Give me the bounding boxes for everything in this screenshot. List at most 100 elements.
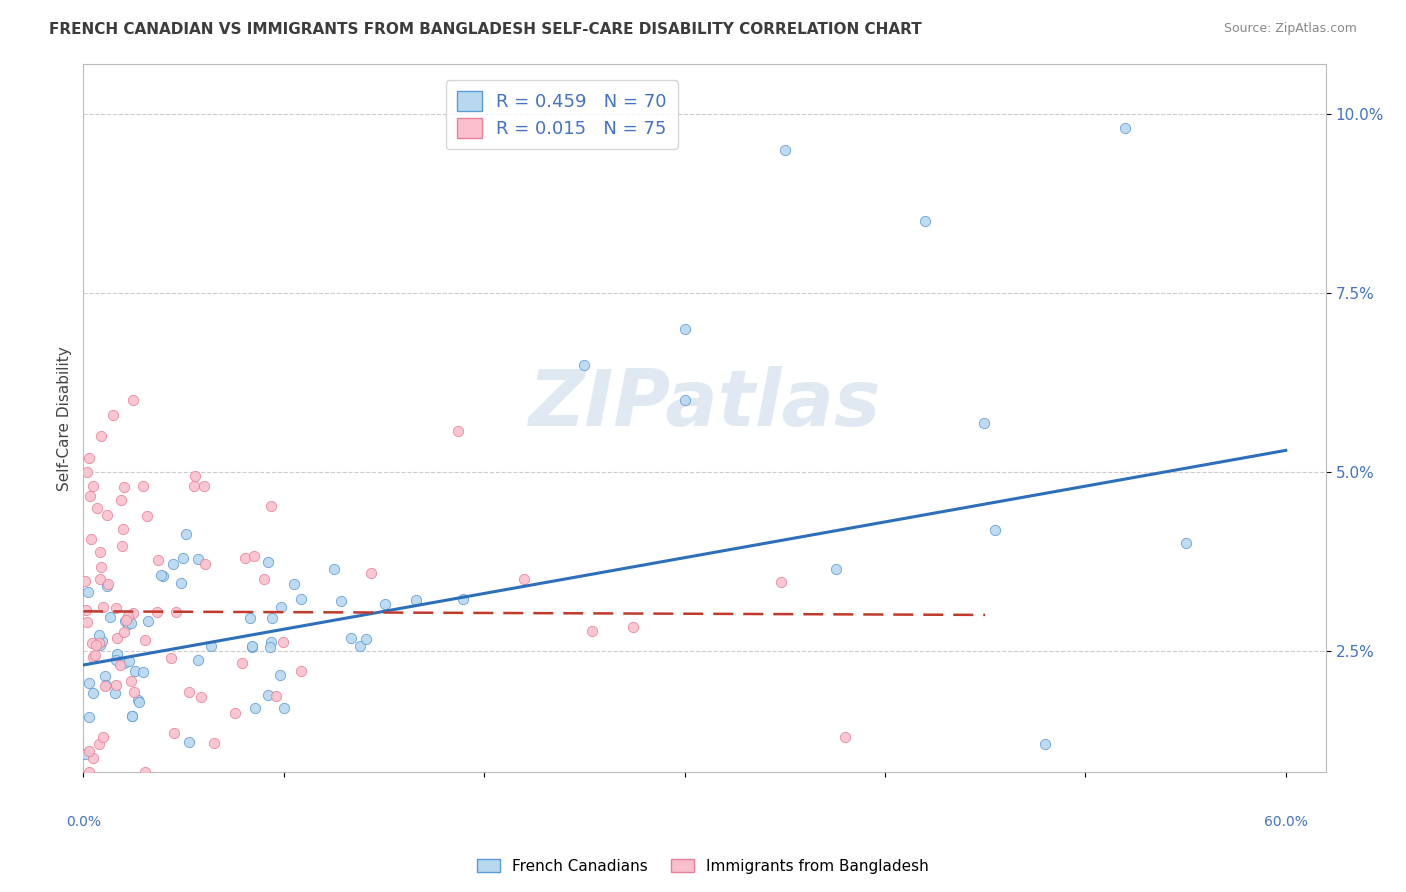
Point <box>1033 737 1056 751</box>
Point <box>165 605 187 619</box>
Point <box>79 450 101 465</box>
Point <box>104 600 127 615</box>
Point <box>824 561 846 575</box>
Point <box>104 653 127 667</box>
Point <box>183 479 205 493</box>
Point <box>269 667 291 681</box>
Point <box>79 744 101 758</box>
Point <box>127 693 149 707</box>
Point <box>112 522 135 536</box>
Point <box>323 562 346 576</box>
Point <box>86 500 108 515</box>
Point <box>374 597 396 611</box>
Point <box>673 322 696 336</box>
Point <box>121 708 143 723</box>
Point <box>581 624 603 638</box>
Point <box>283 577 305 591</box>
Point <box>200 639 222 653</box>
Point <box>231 657 253 671</box>
Point <box>973 416 995 430</box>
Point <box>117 609 139 624</box>
Point <box>79 489 101 503</box>
Point <box>122 685 145 699</box>
Point <box>104 678 127 692</box>
Point <box>621 619 644 633</box>
Point <box>90 560 112 574</box>
Point <box>179 735 201 749</box>
Point <box>914 214 936 228</box>
Point <box>134 632 156 647</box>
Point <box>673 393 696 408</box>
Point <box>162 558 184 572</box>
Point <box>260 611 283 625</box>
Point <box>82 686 104 700</box>
Point <box>240 640 263 654</box>
Point <box>773 143 796 157</box>
Point <box>256 555 278 569</box>
Point <box>340 632 363 646</box>
Point <box>134 765 156 780</box>
Point <box>173 550 195 565</box>
Point <box>177 685 200 699</box>
Point <box>202 736 225 750</box>
Point <box>330 594 353 608</box>
Point <box>360 566 382 580</box>
Point <box>82 479 104 493</box>
Legend: French Canadians, Immigrants from Bangladesh: French Canadians, Immigrants from Bangla… <box>471 853 935 880</box>
Point <box>834 730 856 744</box>
Point <box>84 648 107 662</box>
Point <box>1174 536 1197 550</box>
Point <box>149 568 172 582</box>
Point <box>174 527 197 541</box>
Point <box>121 709 143 723</box>
Legend: R = 0.459   N = 70, R = 0.015   N = 75: R = 0.459 N = 70, R = 0.015 N = 75 <box>446 80 678 149</box>
Point <box>145 606 167 620</box>
Text: ZIPatlas: ZIPatlas <box>529 366 880 442</box>
Point <box>80 533 103 547</box>
Point <box>574 358 596 372</box>
Point <box>273 635 295 649</box>
Point <box>132 479 155 493</box>
Point <box>136 614 159 628</box>
Point <box>184 469 207 483</box>
Point <box>453 591 475 606</box>
Point <box>290 592 312 607</box>
Point <box>260 635 283 649</box>
Point <box>89 737 111 751</box>
Point <box>91 600 114 615</box>
Y-axis label: Self-Care Disability: Self-Care Disability <box>58 346 72 491</box>
Point <box>75 603 97 617</box>
Point <box>259 640 281 655</box>
Point <box>266 689 288 703</box>
Point <box>260 500 283 514</box>
Point <box>121 674 143 689</box>
Point <box>770 574 793 589</box>
Point <box>111 539 134 553</box>
Point <box>105 647 128 661</box>
Point <box>117 616 139 631</box>
Point <box>124 664 146 678</box>
Point <box>405 593 427 607</box>
Point <box>77 675 100 690</box>
Point <box>94 678 117 692</box>
Point <box>89 545 111 559</box>
Point <box>152 569 174 583</box>
Point <box>76 465 98 479</box>
Point <box>104 686 127 700</box>
Point <box>82 650 104 665</box>
Point <box>94 669 117 683</box>
Point <box>257 688 280 702</box>
Point <box>224 706 246 720</box>
Point <box>163 725 186 739</box>
Point <box>108 657 131 672</box>
Point <box>89 572 111 586</box>
Point <box>76 615 98 629</box>
Point <box>105 631 128 645</box>
Point <box>97 577 120 591</box>
Point <box>186 652 208 666</box>
Point <box>243 701 266 715</box>
Point <box>112 624 135 639</box>
Point <box>1114 121 1136 136</box>
Point <box>240 639 263 653</box>
Point <box>233 550 256 565</box>
